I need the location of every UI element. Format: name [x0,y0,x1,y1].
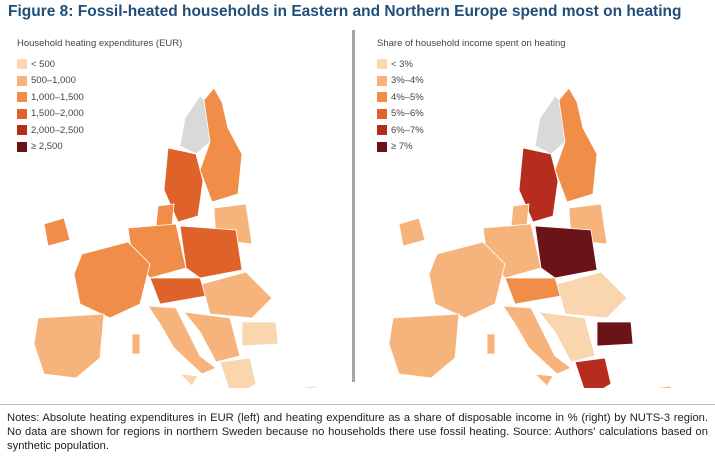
notes: Notes: Absolute heating expenditures in … [0,404,715,468]
region-iberia [33,313,105,379]
legend-item: 6%–7% [377,122,424,139]
legend-label: 500–1,000 [31,75,76,87]
region-france [73,241,151,319]
legend-label: 2,000–2,500 [31,124,84,136]
region-balkans [538,311,596,363]
legend-label: 6%–7% [391,124,424,136]
region-italy [147,305,217,375]
legend-item: ≥ 2,500 [17,139,84,156]
legend-item: 500–1,000 [17,73,84,90]
region-sweden-south [518,147,559,223]
region-ireland [398,217,426,247]
legend-item: 4%–5% [377,89,424,106]
notes-text: Notes: Absolute heating expenditures in … [7,412,708,452]
legend: < 3% 3%–4% 4%–5% 5%–6% 6%–7% ≥ 7% [377,56,424,155]
region-france [428,241,506,319]
region-sardinia [131,333,141,355]
legend-label: < 3% [391,58,413,70]
region-cyprus [654,385,672,388]
region-hungary-romania [556,271,628,319]
region-sicily [533,373,554,387]
legend-item: 2,000–2,500 [17,122,84,139]
region-sweden-south [163,147,204,223]
legend-item: 5%–6% [377,106,424,123]
legend-swatch [17,59,27,70]
legend-swatch [377,141,387,152]
legend-swatch [377,125,387,136]
region-denmark [155,203,175,227]
legend-label: 3%–4% [391,75,424,87]
region-poland [179,225,243,279]
legend-label: < 500 [31,58,56,70]
legend-swatch [17,141,27,152]
legend-label: ≥ 2,500 [31,141,63,153]
legend-swatch [17,108,27,119]
legend-swatch [377,108,387,119]
legend-title: Share of household income spent on heati… [377,38,566,49]
region-sardinia [486,333,496,355]
region-finland [199,87,243,203]
region-cyprus [299,385,317,388]
legend-item: < 500 [17,56,84,73]
figure-title: Figure 8: Fossil-heated households in Ea… [8,3,682,20]
region-balkans [183,311,241,363]
legend-label: 1,000–1,500 [31,91,84,103]
legend: < 500 500–1,000 1,000–1,500 1,500–2,000 2,00… [17,56,84,155]
legend-swatch [377,75,387,86]
panel-divider [352,30,355,382]
legend-title: Household heating expenditures (EUR) [17,38,183,49]
region-hungary-romania [201,271,273,319]
region-bulgaria [241,321,279,347]
legend-label: 4%–5% [391,91,424,103]
legend-item: 1,500–2,000 [17,106,84,123]
legend-swatch [17,92,27,103]
region-czech-austria [504,277,562,305]
legend-item: ≥ 7% [377,139,424,156]
region-bulgaria [596,321,634,347]
region-denmark [510,203,530,227]
region-greece [219,357,257,388]
legend-label: 5%–6% [391,108,424,120]
left-map-panel: Household heating expenditures (EUR) < 5… [0,28,350,388]
legend-swatch [17,125,27,136]
region-greece [574,357,612,388]
heating-expenditure-map [33,87,317,388]
legend-item: < 3% [377,56,424,73]
legend-swatch [377,92,387,103]
legend-swatch [17,75,27,86]
legend-item: 3%–4% [377,73,424,90]
region-ireland [43,217,71,247]
right-map-panel: Share of household income spent on heati… [360,28,715,388]
region-sicily [178,373,199,387]
region-iberia [388,313,460,379]
legend-item: 1,000–1,500 [17,89,84,106]
legend-swatch [377,59,387,70]
region-italy [502,305,572,375]
legend-label: 1,500–2,000 [31,108,84,120]
region-czech-austria [149,277,207,305]
region-finland [554,87,598,203]
region-poland [534,225,598,279]
income-share-map [388,87,672,388]
legend-label: ≥ 7% [391,141,413,153]
